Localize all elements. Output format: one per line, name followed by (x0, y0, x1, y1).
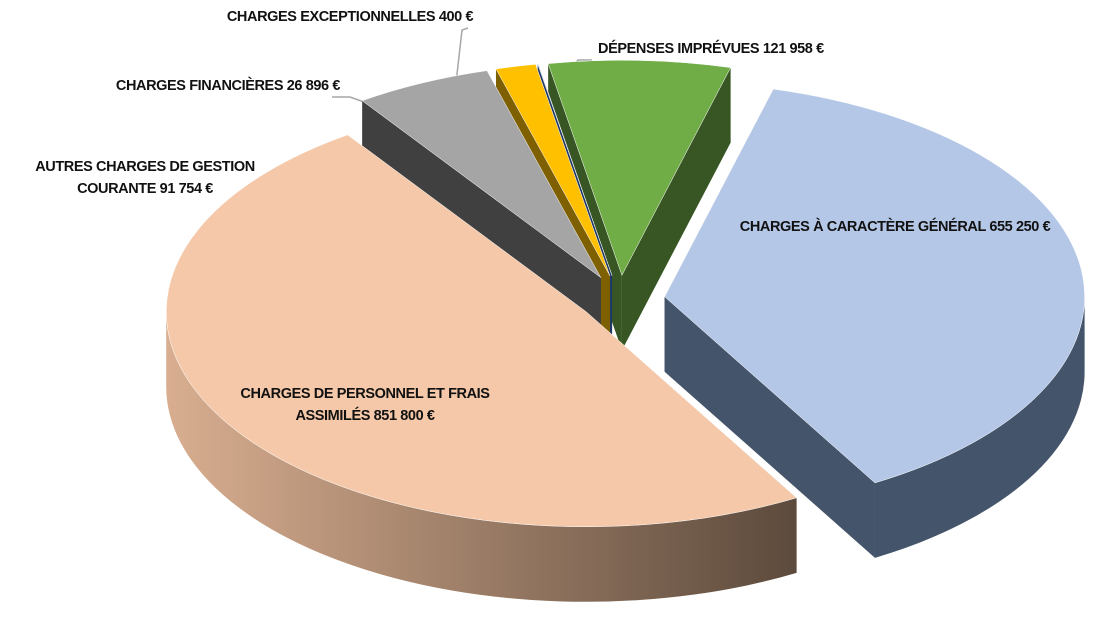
data-label: CHARGES À CARACTÈRE GÉNÉRAL 655 250 € (735, 216, 1055, 238)
category-label: CHARGES EXCEPTIONNELLES (226, 9, 436, 25)
slice (495, 64, 611, 277)
category-label: CHARGES À CARACTÈRE GÉNÉRAL (739, 219, 986, 235)
value-label: 400 € (438, 9, 474, 25)
slice (166, 134, 798, 527)
data-label: AUTRES CHARGES DE GESTION COURANTE 91 75… (0, 156, 290, 200)
value-label: 655 250 € (989, 219, 1051, 235)
value-label: 121 958 € (762, 41, 824, 57)
slice-wall (664, 296, 875, 558)
slice (537, 63, 613, 276)
category-label: DÉPENSES IMPRÉVUES (598, 41, 760, 57)
slice-side (874, 296, 1085, 558)
slice (547, 60, 732, 276)
data-label: CHARGES FINANCIÈRES 26 896 € (20, 75, 341, 97)
category-label: CHARGES DE PERSONNEL ET FRAIS ASSIMILÉS (240, 386, 490, 424)
value-label: 91 754 € (159, 181, 214, 197)
category-label: AUTRES CHARGES DE GESTION COURANTE (35, 159, 255, 197)
slice (361, 70, 602, 278)
category-label: CHARGES FINANCIÈRES (115, 78, 284, 94)
value-label: 26 896 € (286, 78, 341, 94)
data-label: CHARGES DE PERSONNEL ET FRAIS ASSIMILÉS … (225, 383, 505, 427)
slice-wall (621, 67, 731, 351)
slice-side (166, 311, 797, 602)
value-label: 851 800 € (373, 408, 435, 424)
slice (664, 88, 1085, 484)
data-label: DÉPENSES IMPRÉVUES 121 958 € (598, 38, 928, 60)
data-label: CHARGES EXCEPTIONNELLES 400 € (220, 6, 480, 28)
